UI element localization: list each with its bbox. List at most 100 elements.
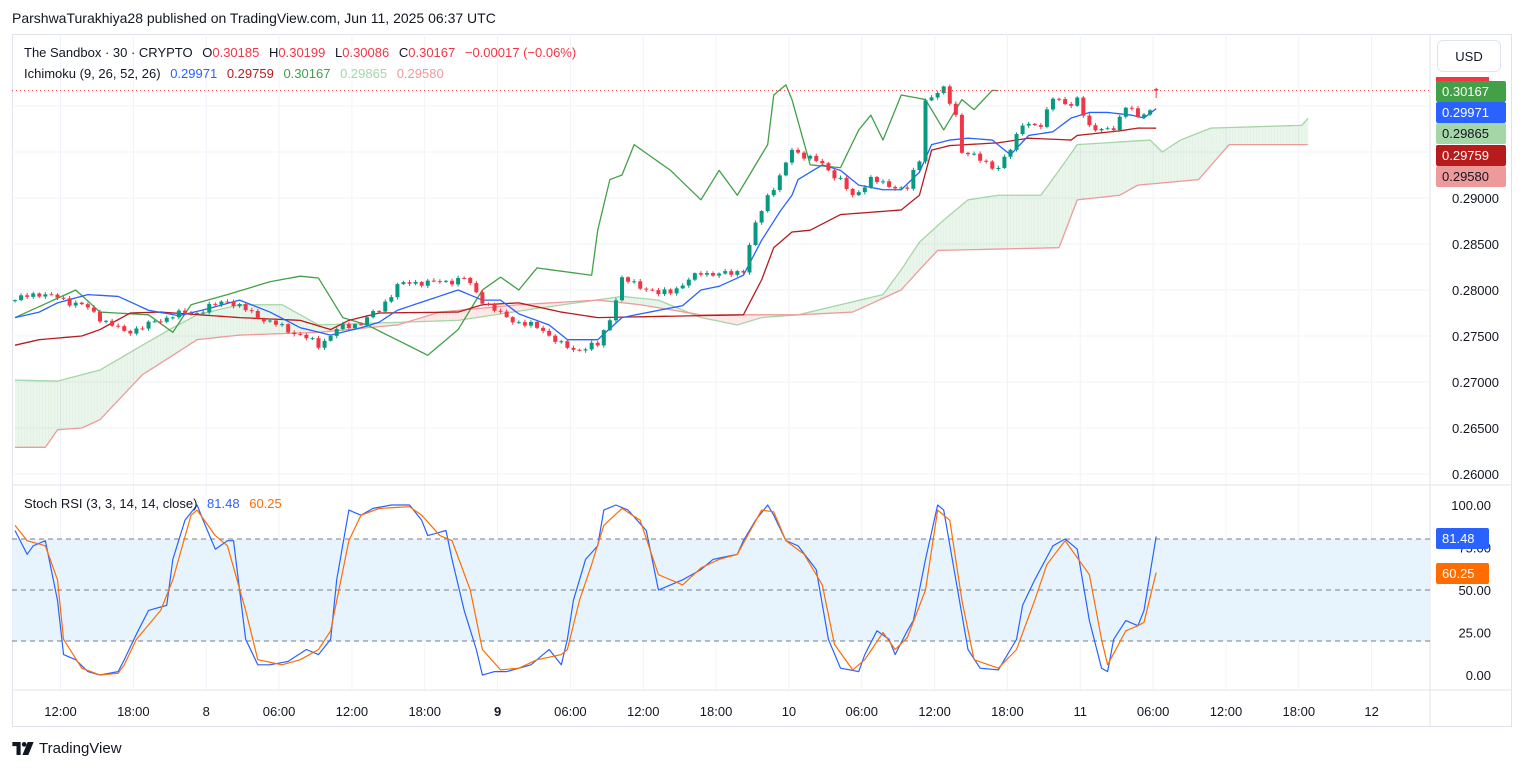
conversion-value: 0.29971 (170, 66, 218, 81)
cloud-segment (737, 314, 741, 325)
cloud-segment (524, 304, 529, 311)
candle-body (881, 181, 886, 183)
cloud-segment (221, 308, 225, 338)
cloud-segment (955, 207, 960, 251)
cloud-segment (1134, 140, 1139, 187)
candle-body (146, 321, 151, 329)
candle-body (905, 187, 910, 189)
candle-body (286, 324, 291, 333)
cloud-segment (163, 331, 168, 362)
candle-body (79, 302, 84, 305)
cloud-segment (1174, 142, 1178, 182)
candle-body (158, 321, 163, 323)
cloud-segment (109, 362, 113, 411)
cloud-segment (1004, 195, 1008, 249)
cloud-segment (1065, 157, 1069, 232)
cloud-segment (1025, 195, 1029, 249)
candle-body (249, 310, 254, 312)
cloud-segment (379, 322, 383, 327)
cloud-segment (743, 314, 747, 324)
cloud-segment (740, 314, 744, 325)
cloud-segment (846, 302, 850, 313)
candle-body (680, 285, 685, 289)
candle-body (692, 273, 697, 280)
symbol-name: The Sandbox · 30 · CRYPTO (24, 45, 193, 60)
cloud-segment (1144, 140, 1148, 185)
candle-body (522, 322, 527, 326)
candle-body (1026, 123, 1031, 126)
ichimoku-legend[interactable]: Ichimoku (9, 26, 52, 26) 0.29971 0.29759… (24, 66, 450, 81)
close-value: 0.30167 (408, 45, 456, 60)
cloud-segment (1256, 126, 1260, 145)
symbol-legend[interactable]: The Sandbox · 30 · CRYPTO O0.30185 H0.30… (24, 45, 582, 60)
candle-body (1002, 156, 1007, 168)
candle-body (674, 288, 679, 294)
candle-body (231, 301, 236, 307)
tradingview-logo[interactable]: TradingView (12, 740, 122, 757)
stoch-band (12, 538, 1430, 642)
cloud-segment (1165, 148, 1169, 183)
cloud-segment (212, 310, 216, 339)
cloud-segment (203, 312, 207, 340)
cloud-segment (148, 339, 152, 371)
cloud-segment (1031, 195, 1036, 249)
candle-body (826, 163, 831, 171)
cloud-segment (1253, 126, 1257, 145)
candle-body (383, 301, 388, 312)
base-badge-text: 0.29759 (1442, 148, 1489, 163)
candle-body (1129, 107, 1134, 109)
cloud-segment (215, 309, 219, 338)
candle-body (352, 324, 357, 328)
lead-a-badge (1436, 123, 1506, 144)
candle-body (1081, 97, 1086, 116)
base-value: 0.29759 (226, 66, 274, 81)
candle-body (953, 103, 958, 115)
candle-body (990, 161, 995, 169)
candles (12, 84, 1430, 353)
cloud-segment (1186, 136, 1190, 181)
cloud-segment (1059, 166, 1063, 248)
candle-body (298, 334, 303, 336)
cloud-segment (449, 310, 453, 321)
cloud-segment (725, 314, 729, 324)
cloud-segment (130, 350, 134, 388)
time-axis-label: 12 (1364, 704, 1378, 719)
cloud-segment (849, 301, 853, 313)
currency-button[interactable]: USD (1437, 40, 1501, 72)
cloud-segment (424, 315, 429, 322)
cloud-segment (175, 324, 180, 354)
cloud-segment (218, 309, 222, 338)
cloud-segment (1244, 126, 1248, 145)
cloud-segment (1250, 126, 1254, 145)
cloud-segment (90, 371, 95, 424)
candle-body (437, 281, 442, 283)
cloud-segment (952, 209, 957, 251)
cloud-segment (184, 319, 189, 348)
time-axis-label: 9 (494, 704, 501, 719)
candle-body (104, 320, 109, 322)
cloud-segment (1086, 143, 1090, 199)
candle-body (723, 271, 728, 274)
cloud-segment (42, 380, 46, 448)
cloud-segment (883, 290, 887, 299)
cloud-segment (1219, 127, 1224, 156)
cloud-segment (1140, 140, 1145, 185)
candle-body (777, 175, 782, 191)
candle-body (322, 340, 327, 348)
cloud-segment (937, 222, 941, 251)
cloud-segment (746, 314, 750, 323)
cloud-segment (112, 361, 116, 407)
stoch-legend[interactable]: Stoch RSI (3, 3, 14, 14, close) 81.48 60… (24, 496, 288, 511)
time-axis-label: 12:00 (1210, 704, 1243, 719)
cloud-segment (1222, 127, 1227, 152)
time-axis-label: 12:00 (627, 704, 660, 719)
candle-body (644, 288, 649, 290)
candle-body (698, 273, 703, 275)
cloud-segment (995, 195, 999, 250)
candle-body (274, 320, 279, 325)
cloud-segment (230, 306, 234, 337)
candle-body (255, 310, 260, 319)
cloud-segment (658, 300, 662, 309)
candle-body (292, 332, 297, 335)
